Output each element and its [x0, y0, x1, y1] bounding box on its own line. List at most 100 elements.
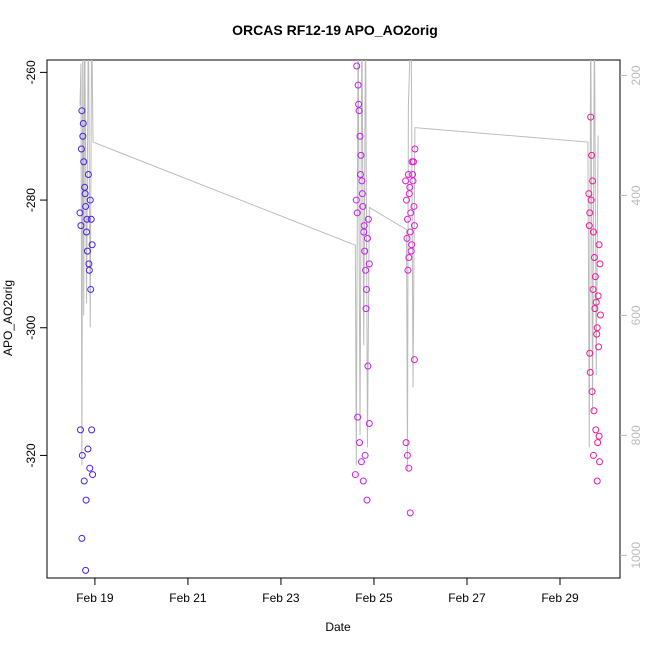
data-point — [586, 349, 594, 357]
data-point — [586, 368, 594, 376]
y2-tick-label: 400 — [629, 185, 643, 205]
data-point — [411, 145, 419, 153]
data-point — [585, 190, 593, 198]
data-point — [82, 496, 90, 504]
data-point — [592, 298, 600, 306]
data-point — [410, 202, 418, 210]
data-point — [410, 356, 418, 364]
x-tick-label: Feb 25 — [355, 591, 393, 605]
data-point — [365, 260, 373, 268]
data-point — [402, 439, 410, 447]
data-point — [363, 285, 371, 293]
data-point — [596, 311, 604, 319]
data-point — [404, 266, 412, 274]
data-point — [407, 209, 415, 217]
data-point — [587, 196, 595, 204]
data-point — [585, 222, 593, 230]
data-point — [594, 439, 602, 447]
data-point — [403, 451, 411, 459]
data-point — [407, 247, 415, 255]
data-point — [590, 254, 598, 262]
y2-tick-label: 1000 — [629, 542, 643, 569]
data-point — [82, 566, 90, 574]
data-point — [355, 100, 363, 108]
data-point — [362, 305, 370, 313]
y-tick-label: -300 — [24, 315, 38, 339]
data-point — [406, 228, 414, 236]
data-point — [354, 81, 362, 89]
data-point — [76, 426, 84, 434]
data-point — [356, 439, 364, 447]
data-point — [80, 477, 88, 485]
data-point — [363, 496, 371, 504]
data-point — [351, 471, 359, 479]
data-point — [78, 451, 86, 459]
data-point — [81, 190, 89, 198]
data-point — [358, 190, 366, 198]
x-tick-label: Feb 19 — [76, 591, 114, 605]
y-tick-label: -320 — [24, 443, 38, 467]
x-tick-label: Feb 23 — [262, 591, 300, 605]
data-point — [353, 209, 361, 217]
y-tick-label: -280 — [24, 188, 38, 212]
data-point — [405, 190, 413, 198]
data-point — [86, 196, 94, 204]
data-point — [587, 113, 595, 121]
data-point — [85, 260, 93, 268]
data-point — [365, 420, 373, 428]
data-point — [405, 464, 413, 472]
plot-frame — [46, 59, 621, 579]
data-point — [89, 471, 97, 479]
data-point — [84, 171, 92, 179]
data-point — [591, 273, 599, 281]
data-point — [360, 222, 368, 230]
data-point — [362, 266, 370, 274]
data-point — [594, 292, 602, 300]
data-point — [409, 158, 417, 166]
data-point — [593, 477, 601, 485]
data-point — [363, 234, 371, 242]
data-point — [405, 254, 413, 262]
data-point — [77, 222, 85, 230]
data-point — [364, 215, 372, 223]
data-point — [403, 215, 411, 223]
data-point — [359, 477, 367, 485]
data-point — [409, 177, 417, 185]
data-point — [595, 432, 603, 440]
data-point — [596, 458, 604, 466]
data-point — [591, 305, 599, 313]
x-axis-label: Date — [325, 620, 351, 634]
data-point — [596, 260, 604, 268]
y2-tick-label: 200 — [629, 65, 643, 85]
data-point — [79, 119, 87, 127]
data-point — [590, 407, 598, 415]
data-point — [79, 132, 87, 140]
data-point — [408, 241, 416, 249]
data-point — [84, 445, 92, 453]
data-point — [87, 285, 95, 293]
data-point — [593, 330, 601, 338]
data-point — [409, 171, 417, 179]
data-point — [78, 107, 86, 115]
data-point — [80, 158, 88, 166]
chart-title: ORCAS RF12-19 APO_AO2orig — [232, 22, 438, 38]
data-point — [358, 177, 366, 185]
data-point — [78, 534, 86, 542]
data-point — [88, 241, 96, 249]
data-point — [406, 183, 414, 191]
y-tick-label: -260 — [24, 60, 38, 84]
data-point — [361, 247, 369, 255]
data-point — [76, 209, 84, 217]
data-point — [86, 464, 94, 472]
data-point — [83, 247, 91, 255]
data-point — [589, 451, 597, 459]
data-point — [360, 228, 368, 236]
data-point — [402, 177, 410, 185]
data-point — [357, 151, 365, 159]
data-point — [356, 132, 364, 140]
data-point — [83, 228, 91, 236]
data-point — [403, 196, 411, 204]
data-point — [595, 241, 603, 249]
y-axis-label: APO_AO2orig — [1, 280, 15, 356]
data-point — [588, 388, 596, 396]
